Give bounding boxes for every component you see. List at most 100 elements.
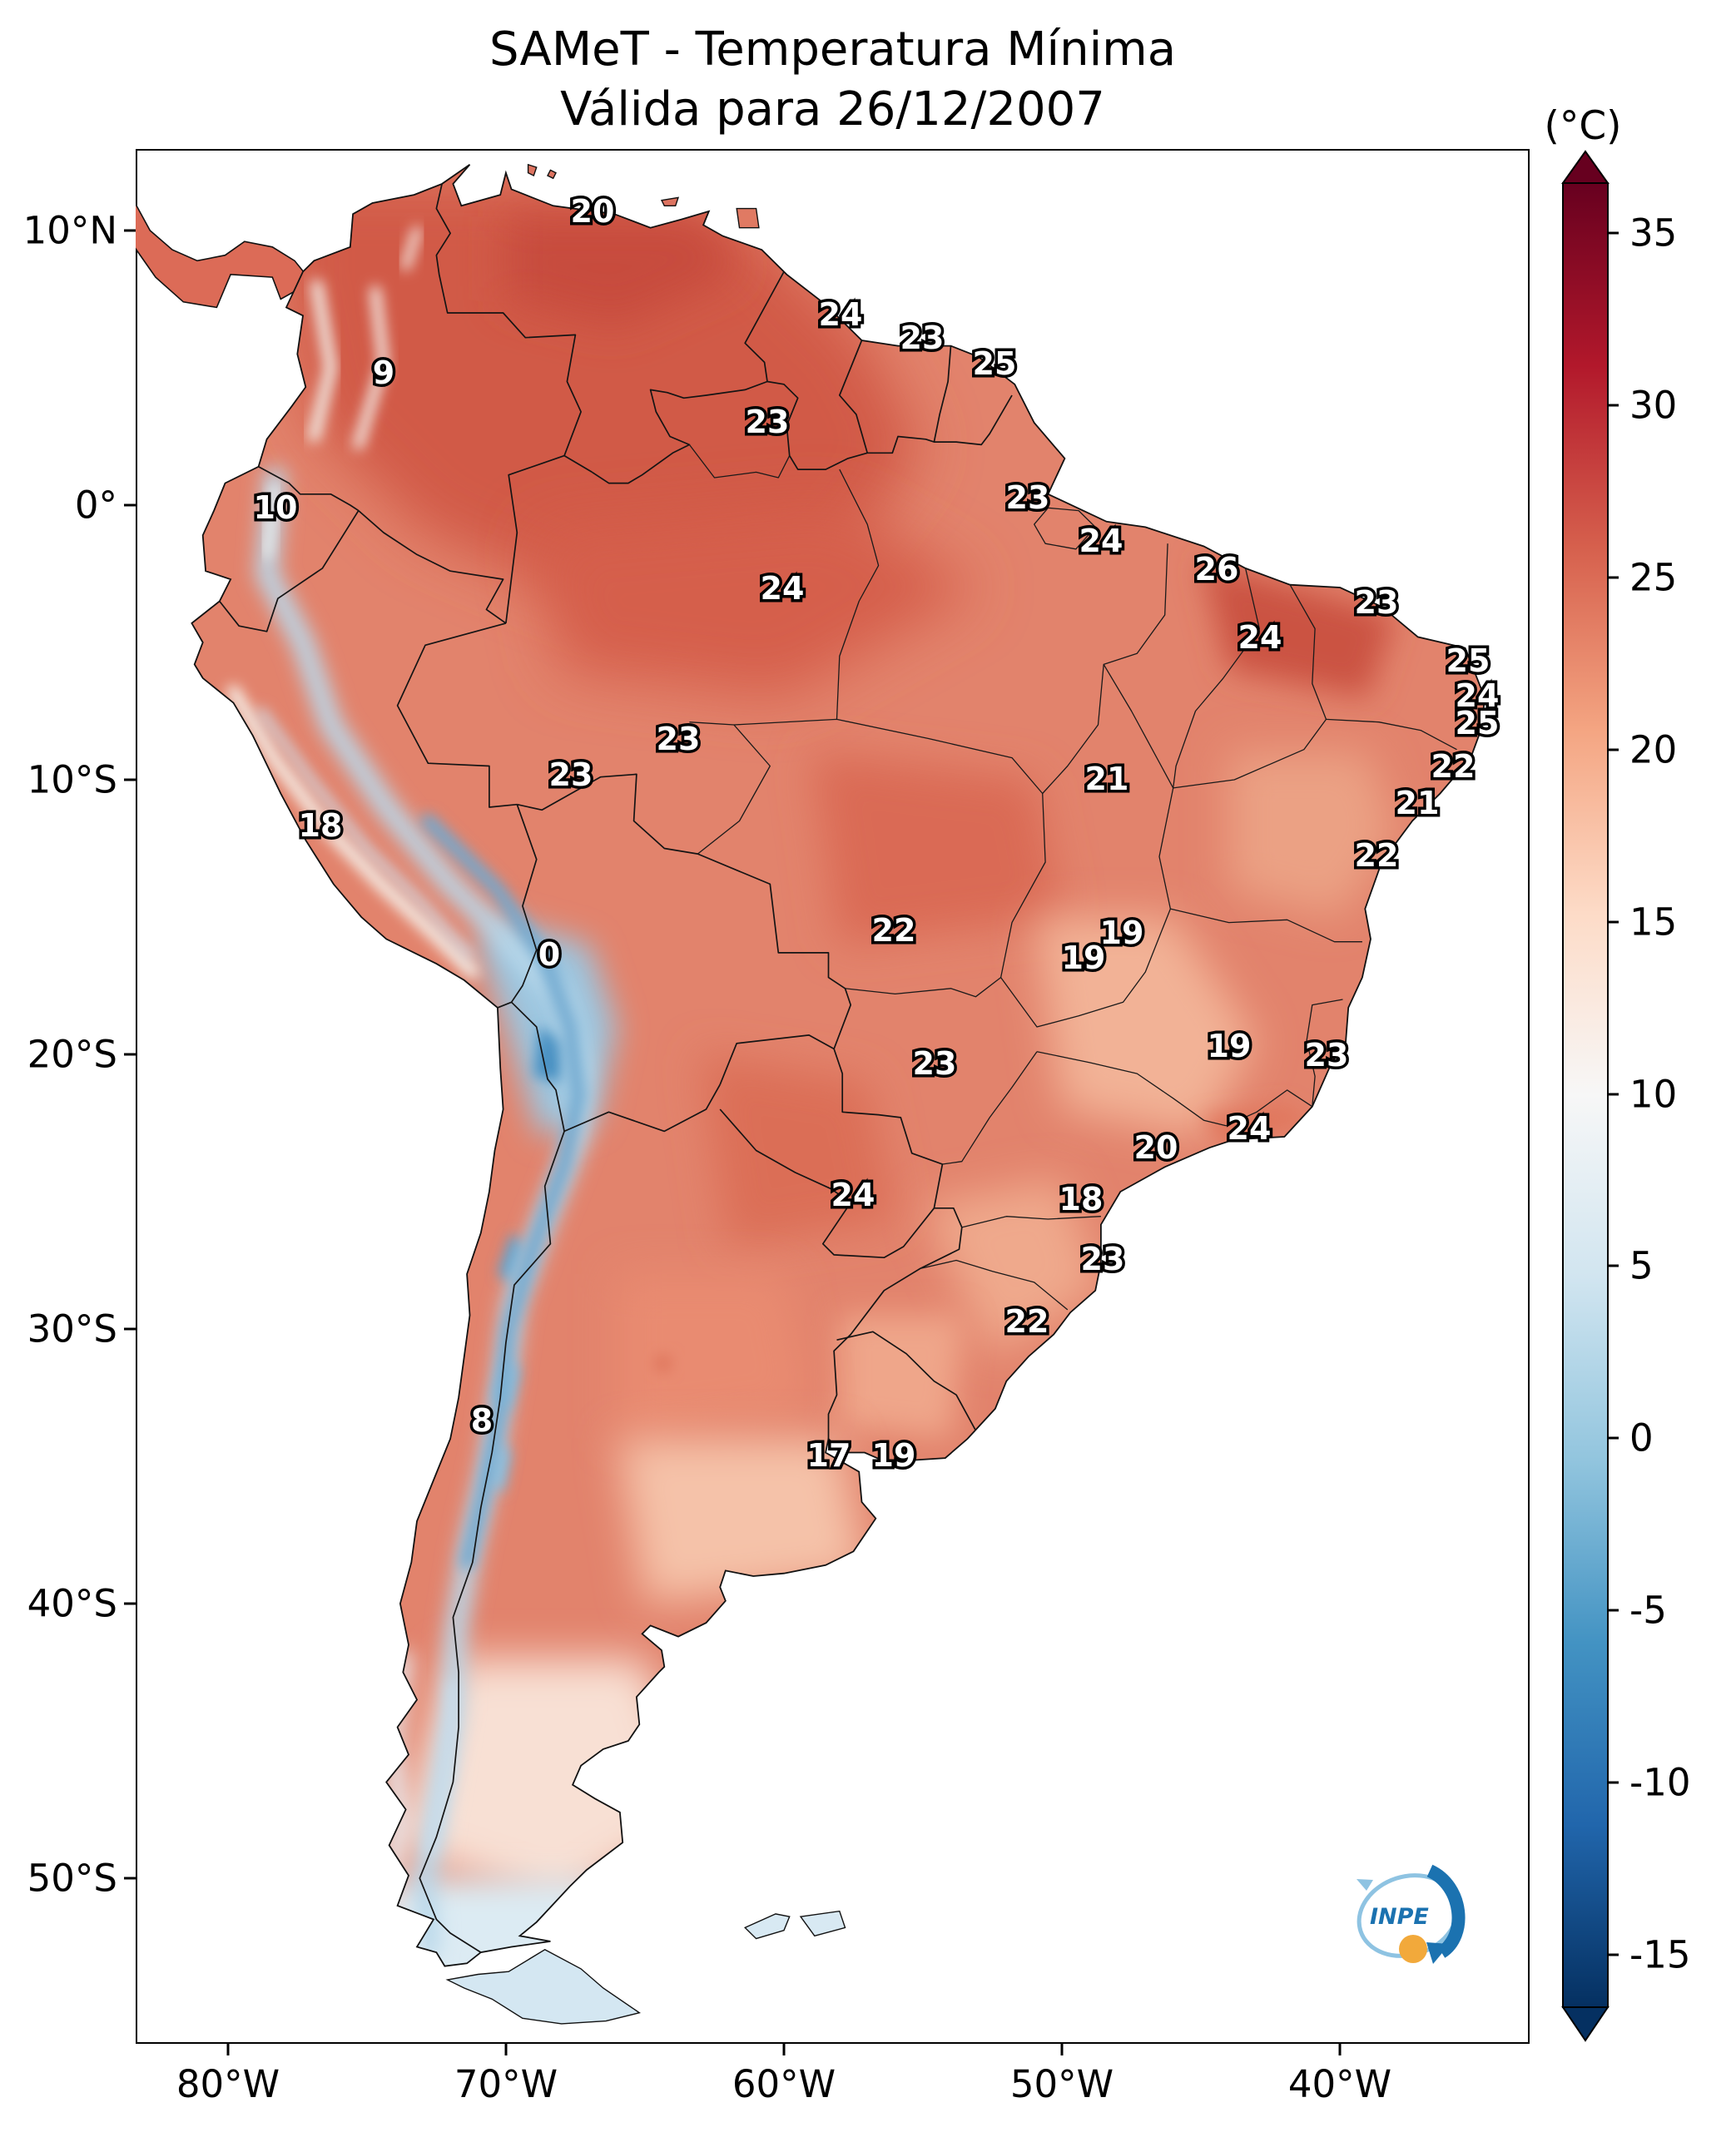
page-title: SAMeT - Temperatura Mínima [489, 22, 1177, 77]
temperature-label: 24 [819, 296, 863, 333]
country-border [419, 1131, 565, 1953]
temperature-label: 20 [571, 193, 615, 230]
temperature-label: 17 [807, 1437, 851, 1474]
island [799, 1910, 846, 1937]
island [736, 207, 760, 229]
colorbar-tick-label: -10 [1629, 1760, 1691, 1805]
colorbar-tick-mark [1608, 231, 1619, 235]
colorbar-gradient [1562, 182, 1609, 2008]
state-border [697, 724, 771, 855]
state-border [1306, 999, 1343, 1107]
inpe-logo-orbit-arrowhead [1357, 1879, 1373, 1891]
country-border [258, 466, 360, 512]
temperature-label: 22 [872, 912, 916, 949]
colorbar-tick-label: -15 [1629, 1932, 1691, 1977]
x-tick-mark [782, 2044, 786, 2055]
island [445, 1948, 641, 2025]
title-block: SAMeT - Temperatura Mínima Válida para 2… [136, 20, 1530, 139]
colorbar-tick-label: 15 [1629, 900, 1678, 945]
temperature-label: 23 [913, 1045, 957, 1082]
temperature-label: 10 [254, 489, 298, 526]
colorbar-tick-label: 0 [1629, 1416, 1654, 1460]
temperature-label: 24 [1228, 1110, 1272, 1147]
y-tick-label: 10°N [22, 208, 117, 253]
state-border [845, 977, 1001, 998]
temperature-label: 21 [1085, 761, 1129, 797]
state-border [689, 718, 1044, 794]
colorbar [1561, 150, 1610, 2042]
temperature-label: 23 [1305, 1037, 1349, 1074]
state-border [920, 1259, 1069, 1311]
colorbar-tick-mark [1608, 1781, 1619, 1784]
country-border [719, 1108, 851, 1203]
x-tick-mark [226, 2044, 230, 2055]
y-tick-mark [124, 1602, 136, 1605]
temperature-label: 9 [373, 355, 394, 391]
y-tick-label: 20°S [27, 1032, 117, 1077]
state-border [836, 469, 880, 720]
temperature-label: 24 [1238, 619, 1282, 656]
state-border [1173, 568, 1260, 788]
state-border [1034, 507, 1096, 550]
x-tick-label: 80°W [176, 2062, 280, 2106]
country-border [511, 1001, 565, 1132]
state-border [1326, 718, 1457, 751]
temperature-label: 23 [657, 721, 701, 757]
inpe-logo-arrow [1426, 1864, 1466, 1958]
temperature-field [226, 176, 1396, 1966]
state-border [1289, 584, 1327, 720]
state-border [688, 444, 791, 478]
colorbar-tick-mark [1608, 1264, 1619, 1267]
colorbar-tick-label: -5 [1629, 1588, 1667, 1633]
country-border [827, 1207, 963, 1439]
coastline [191, 164, 1486, 1967]
temperature-label: 23 [746, 404, 790, 440]
colorbar-tick-mark [1608, 1609, 1619, 1612]
colorbar-tick-label: 35 [1629, 211, 1678, 255]
temperature-label: 25 [973, 345, 1017, 382]
temperature-label: 24 [761, 570, 805, 607]
south-america-landmass [191, 164, 1485, 1966]
x-tick-mark [1338, 2044, 1342, 2055]
temperature-label: 23 [900, 320, 945, 356]
temperature-label: 20 [1134, 1129, 1178, 1166]
temperature-label: 18 [299, 807, 343, 844]
country-border [719, 1034, 835, 1085]
state-border [961, 1216, 1101, 1228]
country-border [592, 271, 785, 484]
temperature-label: 18 [1059, 1181, 1104, 1217]
country-border [396, 622, 518, 808]
inpe-logo-arrowhead [1426, 1942, 1450, 1964]
temperature-label: 25 [1446, 642, 1490, 679]
temperature-label: 24 [1456, 677, 1500, 714]
state-border [1036, 1051, 1227, 1127]
country-border [833, 1049, 944, 1208]
x-tick-label: 40°W [1287, 2062, 1392, 2106]
colorbar-tick-label: 25 [1629, 555, 1678, 600]
state-border [999, 793, 1046, 978]
colorbar-tick-label: 10 [1629, 1072, 1678, 1116]
colorbar-tick-mark [1608, 404, 1619, 407]
state-border [1158, 787, 1174, 910]
y-tick-mark [124, 1877, 136, 1880]
country-border [821, 1202, 935, 1259]
temperature-label: 23 [1355, 584, 1399, 621]
temperature-label: 19 [1062, 940, 1106, 976]
island [547, 169, 557, 180]
x-tick-mark [1060, 2044, 1064, 2055]
temperature-label: 24 [1079, 523, 1123, 559]
temperature-label: 21 [1396, 785, 1440, 821]
state-border [1170, 908, 1362, 943]
country-border [517, 773, 852, 1049]
y-tick-label: 0° [74, 483, 117, 528]
colorbar-tick-mark [1608, 1093, 1619, 1095]
y-tick-label: 10°S [27, 757, 117, 802]
island [660, 196, 680, 206]
x-tick-mark [504, 2044, 508, 2055]
colorbar-tick-mark [1608, 748, 1619, 751]
y-tick-mark [124, 1053, 136, 1056]
x-tick-label: 70°W [454, 2062, 558, 2106]
temperature-label: 19 [1100, 915, 1144, 951]
